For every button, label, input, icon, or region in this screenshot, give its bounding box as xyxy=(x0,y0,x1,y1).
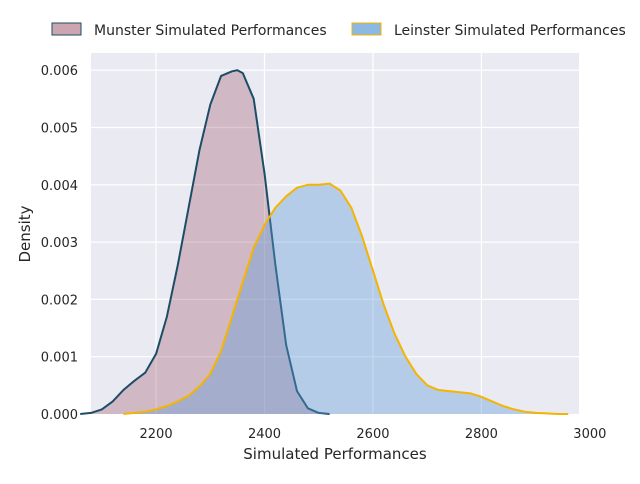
y-tick-label: 0.002 xyxy=(41,293,78,308)
x-tick-label: 3000 xyxy=(573,427,606,442)
plot-background xyxy=(91,53,579,414)
legend: Munster Simulated Performances Leinster … xyxy=(51,22,626,39)
tick-layer: 2200 2400 2600 2800 3000 0.000 0.001 0.002 0.003… xyxy=(41,64,607,442)
series-line-0 xyxy=(80,69,330,415)
series-layer xyxy=(80,69,569,415)
series-area-1 xyxy=(123,183,569,414)
x-axis-label: Simulated Performances xyxy=(243,445,427,463)
x-tick-label: 2600 xyxy=(356,427,389,442)
legend-label-munster: Munster Simulated Performances xyxy=(94,23,327,39)
x-tick-label: 2200 xyxy=(140,427,173,442)
grid-layer xyxy=(91,53,579,414)
series-area-0 xyxy=(80,70,330,414)
y-tick-label: 0.001 xyxy=(41,351,78,366)
series-line-1 xyxy=(123,182,569,415)
legend-label-leinster: Leinster Simulated Performances xyxy=(394,23,626,39)
legend-swatch-leinster xyxy=(351,22,382,36)
x-tick-label: 2400 xyxy=(248,427,281,442)
y-tick-label: 0.000 xyxy=(41,408,78,423)
y-axis-label: Density xyxy=(16,205,34,262)
y-tick-label: 0.005 xyxy=(41,121,78,136)
y-tick-label: 0.003 xyxy=(41,236,78,251)
y-tick-label: 0.006 xyxy=(41,64,78,79)
legend-swatch-munster xyxy=(51,22,82,36)
x-tick-label: 2800 xyxy=(465,427,498,442)
y-tick-label: 0.004 xyxy=(41,179,78,194)
